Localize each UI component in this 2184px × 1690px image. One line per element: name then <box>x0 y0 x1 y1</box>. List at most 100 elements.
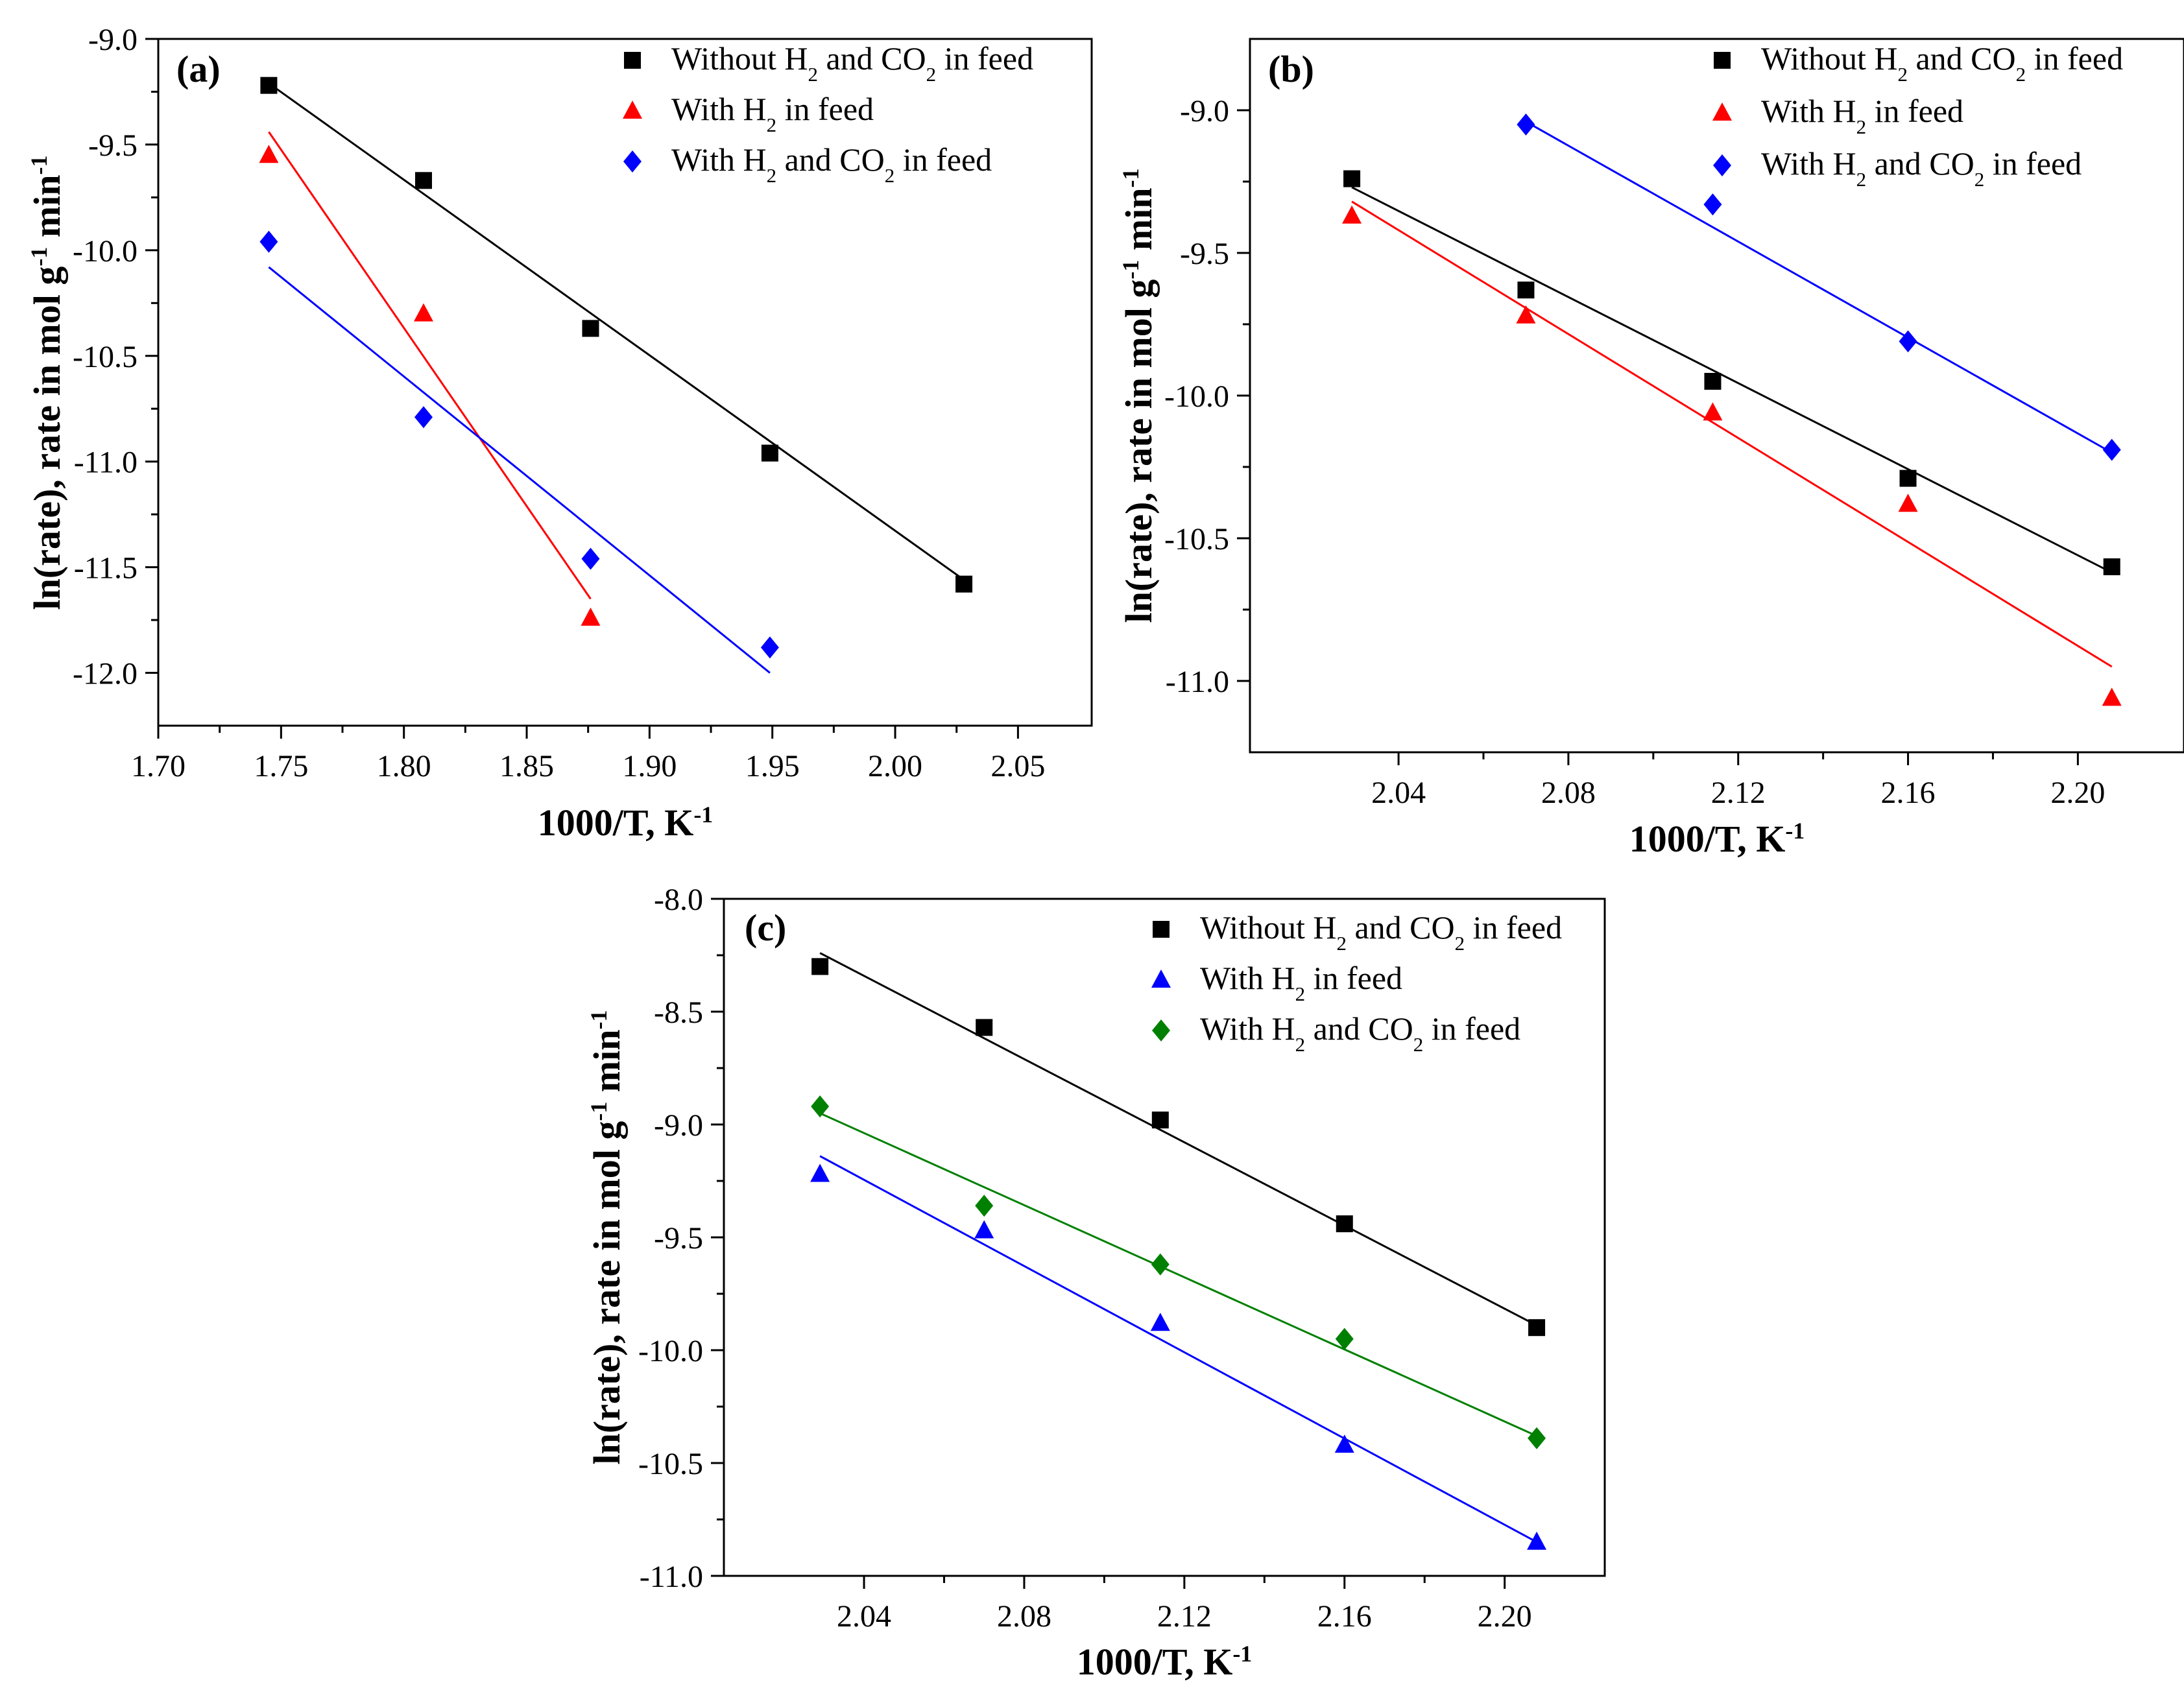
data-point <box>811 958 829 975</box>
legend-marker <box>623 150 642 173</box>
x-tick-label: 1.80 <box>377 749 431 783</box>
legend-label: Without H2 and CO2 in feed <box>1200 909 1562 955</box>
x-tick-label: 2.16 <box>1317 1599 1372 1634</box>
x-tick-label: 2.05 <box>990 749 1045 783</box>
x-tick-label: 1.95 <box>745 749 800 783</box>
y-tick-label: -9.5 <box>1180 237 1229 271</box>
legend-entry: With H2 in feed <box>1151 960 1402 1005</box>
data-point <box>2102 438 2121 461</box>
legend-entry: With H2 and CO2 in feed <box>623 141 992 187</box>
fit-line <box>819 952 1537 1327</box>
data-point <box>760 636 779 659</box>
legend-entry: Without H2 and CO2 in feed <box>1153 909 1562 955</box>
data-point <box>1150 1313 1170 1331</box>
y-tick-label: -10.5 <box>73 340 138 374</box>
y-tick-label: -10.0 <box>73 234 138 268</box>
x-tick-label: 2.00 <box>868 749 922 783</box>
fit-line <box>268 82 965 581</box>
x-tick-label: 2.20 <box>1478 1599 1532 1634</box>
y-tick-label: -11.0 <box>640 1560 703 1594</box>
fit-line <box>1351 186 2113 574</box>
data-point <box>1343 170 1361 187</box>
y-tick-label: -10.5 <box>638 1447 703 1481</box>
series-1 <box>259 131 601 626</box>
data-point <box>1151 1253 1170 1276</box>
data-point <box>259 145 279 163</box>
data-point <box>1528 1319 1546 1337</box>
series-0 <box>260 77 973 593</box>
legend-entry: Without H2 and CO2 in feed <box>1714 40 2123 86</box>
series-1 <box>810 1155 1547 1550</box>
series-1 <box>1342 200 2122 706</box>
data-point <box>1703 402 1723 421</box>
data-point <box>1898 494 1918 512</box>
data-point <box>1335 1327 1354 1350</box>
x-tick-label: 2.04 <box>1371 776 1426 810</box>
fit-line <box>268 131 592 600</box>
legend-entry: With H2 and CO2 in feed <box>1152 1010 1520 1056</box>
data-point <box>260 77 278 94</box>
y-tick-label: -9.5 <box>88 128 138 163</box>
y-tick-label: -11.0 <box>1166 665 1229 699</box>
x-tick-label: 1.85 <box>499 749 554 783</box>
x-tick-label: 2.04 <box>837 1599 891 1634</box>
series-0 <box>1343 170 2120 575</box>
data-point <box>259 230 278 253</box>
data-point <box>761 444 778 462</box>
y-tick-label: -8.0 <box>654 883 703 917</box>
fit-line <box>1525 121 2113 454</box>
legend-label: Without H2 and CO2 in feed <box>1761 40 2123 86</box>
panel-a: 1.70 1.75 1.80 1.85 1.90 1.95 2.00 2.05 -9.0 -9.5… <box>26 23 1093 844</box>
data-point <box>581 607 601 626</box>
series-0 <box>811 952 1546 1337</box>
fit-line <box>819 1155 1537 1543</box>
data-point <box>811 1095 830 1118</box>
series-2 <box>811 1095 1546 1449</box>
data-point <box>974 1220 994 1239</box>
y-tick-label: -9.0 <box>1180 94 1229 128</box>
y-tick-label: -10.5 <box>1164 522 1229 556</box>
data-point <box>1527 1531 1547 1550</box>
panel-label: (c) <box>745 907 786 949</box>
y-axis-title: ln(rate), rate in mol g-1 min-1 <box>586 1010 628 1465</box>
legend-label: With H2 in feed <box>1200 960 1402 1005</box>
legend-entry: With H2 in feed <box>623 91 874 136</box>
x-axis-title: 1000/T, K-1 <box>1077 1641 1253 1683</box>
data-point <box>2102 687 2122 706</box>
panel-c: 2.04 2.08 2.12 2.16 2.20 -8.0 -8.5 -9.0 -9.5 -10.… <box>586 883 1606 1683</box>
data-point <box>810 1163 830 1182</box>
x-axis-title: 1000/T, K-1 <box>538 802 714 844</box>
x-tick-label: 2.08 <box>997 1599 1051 1634</box>
data-point <box>581 547 600 570</box>
data-point <box>1336 1215 1353 1233</box>
legend-marker <box>1712 102 1732 121</box>
x-tick-label: 1.70 <box>131 749 186 783</box>
fit-line <box>819 1112 1537 1437</box>
y-tick-label: -11.0 <box>74 446 138 480</box>
legend-marker <box>1713 154 1731 176</box>
legend-marker <box>1152 1019 1170 1041</box>
x-tick-label: 2.12 <box>1711 776 1766 810</box>
legend-label: With H2 in feed <box>671 91 874 136</box>
legend-marker <box>1714 52 1731 69</box>
panel-label: (b) <box>1268 48 1314 90</box>
data-point <box>582 320 599 337</box>
data-point <box>1517 281 1535 299</box>
legend-label: With H2 and CO2 in feed <box>1761 145 2082 191</box>
x-tick-label: 2.12 <box>1157 1599 1212 1634</box>
y-tick-label: -11.5 <box>74 551 138 586</box>
data-point <box>1342 205 1362 224</box>
data-point <box>1704 373 1722 390</box>
data-point <box>1151 1112 1169 1129</box>
data-point <box>1703 193 1722 216</box>
data-point <box>2103 558 2120 575</box>
legend-entry: With H2 and CO2 in feed <box>1713 145 2082 191</box>
legend-marker <box>623 101 642 119</box>
series-2 <box>259 230 779 674</box>
legend-marker <box>624 52 641 69</box>
x-tick-label: 1.75 <box>254 749 308 783</box>
legend-label: With H2 and CO2 in feed <box>1200 1010 1520 1056</box>
data-point <box>1334 1434 1354 1453</box>
legend-label: With H2 in feed <box>1761 93 1963 138</box>
data-point <box>414 172 432 189</box>
